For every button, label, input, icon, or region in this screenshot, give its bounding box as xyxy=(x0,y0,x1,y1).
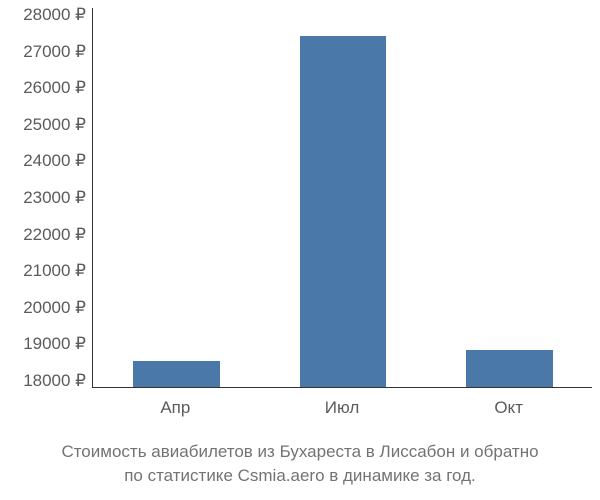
bar xyxy=(466,350,553,387)
bar xyxy=(300,36,387,387)
y-tick-label: 22000 ₽ xyxy=(23,225,86,245)
y-tick-label: 28000 ₽ xyxy=(23,5,86,25)
y-tick-label: 27000 ₽ xyxy=(23,42,86,62)
y-tick-label: 21000 ₽ xyxy=(23,261,86,281)
chart-container: 18000 ₽ 19000 ₽ 20000 ₽ 21000 ₽ 22000 ₽ 23000… xyxy=(0,0,600,440)
x-tick-label: Окт xyxy=(494,398,523,418)
y-tick-label: 19000 ₽ xyxy=(23,334,86,354)
y-tick-label: 25000 ₽ xyxy=(23,115,86,135)
caption-line-1: Стоимость авиабилетов из Бухареста в Лис… xyxy=(0,440,600,464)
y-tick-label: 18000 ₽ xyxy=(23,371,86,391)
y-axis: 18000 ₽ 19000 ₽ 20000 ₽ 21000 ₽ 22000 ₽ 23000… xyxy=(0,8,90,388)
y-tick-label: 24000 ₽ xyxy=(23,151,86,171)
chart-caption: Стоимость авиабилетов из Бухареста в Лис… xyxy=(0,440,600,488)
x-axis: Апр Июл Окт xyxy=(92,392,592,422)
x-tick-label: Апр xyxy=(160,398,190,418)
plot-area xyxy=(92,8,592,388)
y-tick-label: 23000 ₽ xyxy=(23,188,86,208)
bar xyxy=(133,361,220,387)
x-tick-label: Июл xyxy=(325,398,360,418)
caption-line-2: по статистике Csmia.aero в динамике за г… xyxy=(0,464,600,488)
y-tick-label: 20000 ₽ xyxy=(23,298,86,318)
y-tick-label: 26000 ₽ xyxy=(23,78,86,98)
